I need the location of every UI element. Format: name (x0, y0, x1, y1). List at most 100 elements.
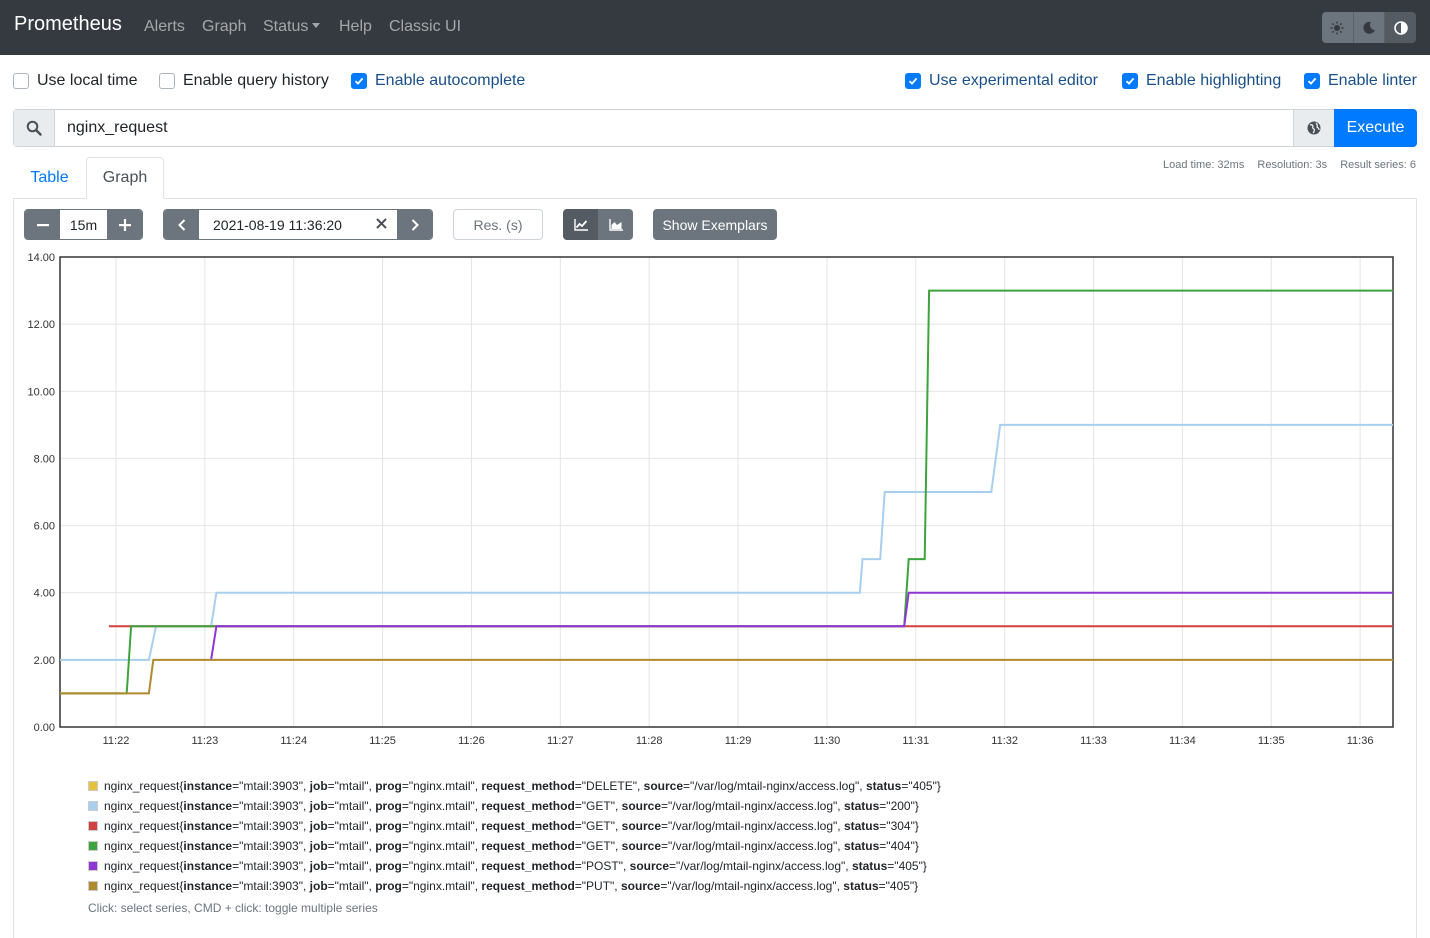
x-tick-label: 11:24 (280, 735, 307, 747)
stacked-button[interactable] (598, 209, 633, 240)
resolution: Resolution: 3s (1257, 159, 1328, 171)
load-time: Load time: 32ms (1163, 159, 1245, 171)
y-tick-label: 10.00 (27, 386, 55, 398)
end-time-value: 2021-08-19 11:36:20 (213, 216, 342, 233)
metrics-explorer-button[interactable] (1293, 110, 1334, 146)
x-tick-label: 11:34 (1169, 735, 1196, 747)
check-icon (1307, 77, 1317, 85)
theme-dark-button[interactable] (1353, 12, 1386, 43)
check-icon (908, 77, 918, 85)
increase-range-button[interactable] (107, 210, 142, 239)
navbar: Prometheus Alerts Graph Status Help Clas… (0, 0, 1430, 55)
nav-status-label: Status (263, 18, 309, 35)
half-circle-icon (1393, 20, 1408, 35)
moon-icon (1363, 21, 1375, 34)
check-icon (1125, 77, 1135, 85)
theme-light-button[interactable] (1322, 12, 1354, 43)
plot-border (59, 256, 1394, 728)
clear-icon[interactable] (376, 216, 387, 234)
legend-item[interactable]: nginx_request{instance="mtail:3903", job… (88, 796, 941, 816)
theme-auto-button[interactable] (1385, 12, 1416, 43)
legend-swatch (88, 821, 98, 831)
option-label: Enable linter (1328, 72, 1417, 89)
show-exemplars-button[interactable]: Show Exemplars (653, 209, 777, 240)
option-enable-query-history[interactable]: Enable query history (159, 72, 329, 90)
tab-table[interactable]: Table (30, 169, 69, 186)
option-label: Use local time (37, 72, 138, 89)
nav-classic-ui[interactable]: Classic UI (389, 18, 462, 35)
option-label: Enable query history (183, 72, 329, 89)
y-tick-label: 12.00 (27, 319, 55, 331)
check-icon (354, 77, 364, 85)
graph-chart[interactable]: 11:22 11:23 11:24 11:25 11:26 11:27 11:28 11:29… (0, 245, 1430, 755)
legend-swatch (88, 801, 98, 811)
range-input-group: 15m (24, 209, 143, 240)
legend-item[interactable]: nginx_request{instance="mtail:3903", job… (88, 816, 941, 836)
legend-swatch (88, 841, 98, 851)
brand[interactable]: Prometheus (14, 13, 122, 35)
x-tick-label: 11:28 (636, 735, 663, 747)
next-time-button[interactable] (397, 210, 432, 239)
option-enable-highlighting[interactable]: Enable highlighting (1122, 72, 1281, 90)
option-use-local-time[interactable]: Use local time (13, 72, 137, 90)
graph-legend: nginx_request{instance="mtail:3903", job… (88, 776, 941, 896)
expression-input[interactable]: nginx_request (67, 119, 168, 136)
execute-button[interactable]: Execute (1334, 109, 1417, 147)
legend-label: nginx_request{instance="mtail:3903", job… (104, 859, 927, 873)
x-tick-label: 11:36 (1347, 735, 1374, 747)
x-tick-label: 11:29 (725, 735, 752, 747)
decrease-range-button[interactable] (25, 210, 60, 239)
legend-label: nginx_request{instance="mtail:3903", job… (104, 819, 919, 833)
option-label: Enable autocomplete (375, 72, 526, 89)
legend-swatch (88, 861, 98, 871)
caret-down-icon (312, 23, 321, 28)
minus-icon (36, 223, 49, 226)
legend-item[interactable]: nginx_request{instance="mtail:3903", job… (88, 876, 941, 896)
resolution-input[interactable]: Res. (s) (453, 209, 543, 240)
end-time-input[interactable]: 2021-08-19 11:36:20 (199, 210, 397, 239)
chevron-right-icon (411, 218, 419, 231)
unstacked-button[interactable] (563, 209, 598, 240)
checkbox[interactable] (13, 73, 29, 89)
range-input[interactable]: 15m (60, 210, 107, 239)
legend-label: nginx_request{instance="mtail:3903", job… (104, 779, 941, 793)
checkbox-checked[interactable] (351, 73, 367, 89)
y-tick-label: 2.00 (34, 655, 55, 667)
x-tick-label: 11:31 (902, 735, 929, 747)
previous-time-button[interactable] (164, 210, 199, 239)
y-tick-label: 0.00 (34, 722, 55, 734)
y-tick-label: 4.00 (34, 588, 55, 600)
nav-graph[interactable]: Graph (202, 18, 247, 35)
x-tick-label: 11:35 (1258, 735, 1285, 747)
globe-icon (1307, 121, 1321, 135)
result-series: Result series: 6 (1340, 159, 1416, 171)
option-enable-autocomplete[interactable]: Enable autocomplete (351, 72, 525, 90)
area-chart-icon (608, 218, 623, 231)
series-line-4 (210, 591, 1393, 661)
legend-label: nginx_request{instance="mtail:3903", job… (104, 799, 919, 813)
checkbox-checked[interactable] (905, 73, 921, 89)
x-tick-label: 11:32 (991, 735, 1018, 747)
option-use-experimental-editor[interactable]: Use experimental editor (905, 72, 1098, 90)
option-label: Use experimental editor (929, 72, 1098, 89)
y-tick-label: 14.00 (27, 252, 55, 264)
checkbox-checked[interactable] (1304, 73, 1320, 89)
checkbox-checked[interactable] (1122, 73, 1138, 89)
legend-item[interactable]: nginx_request{instance="mtail:3903", job… (88, 836, 941, 856)
option-enable-linter[interactable]: Enable linter (1304, 72, 1417, 90)
y-tick-label: 6.00 (34, 521, 55, 533)
nav-status[interactable]: Status (263, 18, 321, 36)
legend-item[interactable]: nginx_request{instance="mtail:3903", job… (88, 856, 941, 876)
query-stats: Load time: 32ms Resolution: 3s Result se… (1153, 159, 1416, 171)
x-tick-label: 11:25 (369, 735, 396, 747)
x-tick-label: 11:30 (814, 735, 841, 747)
series-line-3 (60, 289, 1393, 695)
chart-type-group (563, 209, 633, 240)
search-icon (26, 120, 42, 136)
checkbox[interactable] (159, 73, 175, 89)
tab-graph[interactable]: Graph (86, 157, 164, 199)
x-tick-label: 11:23 (191, 735, 218, 747)
legend-item[interactable]: nginx_request{instance="mtail:3903", job… (88, 776, 941, 796)
nav-help[interactable]: Help (339, 18, 372, 35)
nav-alerts[interactable]: Alerts (144, 18, 185, 35)
